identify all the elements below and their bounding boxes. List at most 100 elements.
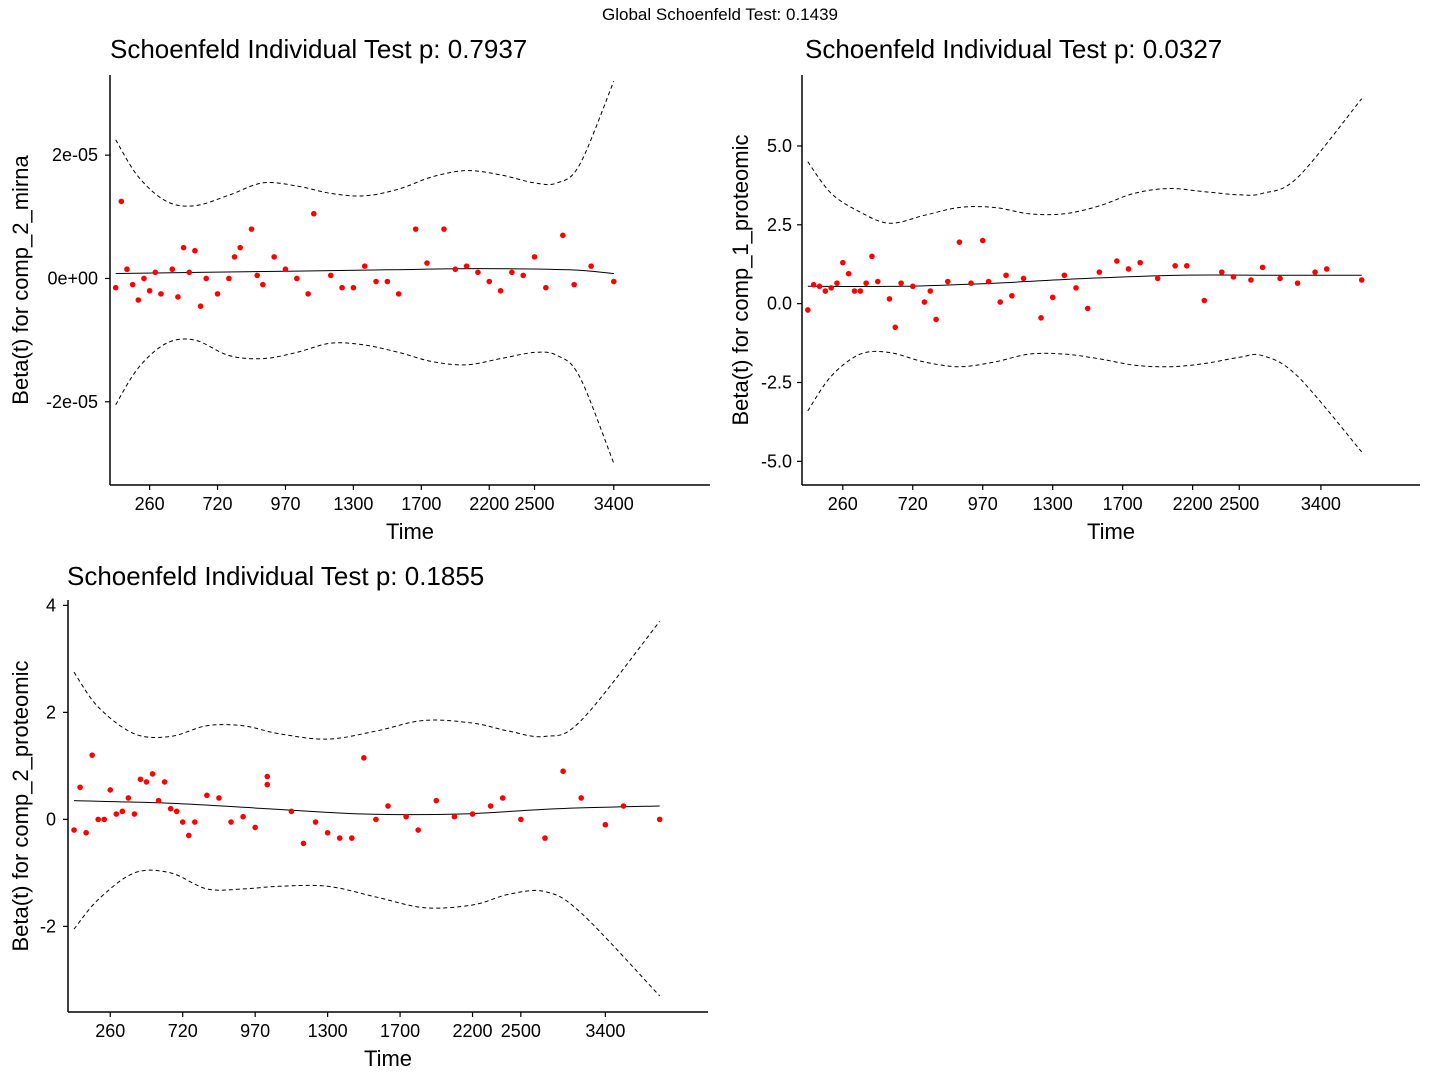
residual-point — [898, 280, 904, 286]
residual-point — [857, 288, 864, 294]
residual-point — [83, 829, 89, 836]
x-tick-label: 720 — [203, 494, 233, 514]
residual-point — [175, 294, 181, 300]
residual-point — [89, 752, 95, 758]
residual-point — [137, 776, 144, 783]
x-axis-label: Time — [386, 519, 434, 544]
residual-point — [1277, 275, 1283, 282]
residual-point — [312, 819, 319, 825]
upper-confidence-band — [115, 81, 615, 207]
residual-point — [542, 835, 548, 841]
y-tick-label: 5.0 — [767, 136, 792, 156]
residual-point — [1073, 285, 1079, 291]
y-tick-label: -2e-05 — [46, 392, 98, 412]
residual-point — [191, 819, 198, 825]
residual-point — [985, 278, 992, 285]
residual-point — [271, 254, 277, 260]
residual-point — [588, 263, 594, 269]
x-tick-label: 260 — [135, 494, 165, 514]
residual-point — [968, 280, 974, 286]
residual-point — [927, 288, 934, 294]
y-tick-label: 4 — [46, 595, 56, 615]
residual-point — [248, 226, 255, 232]
residual-point — [909, 283, 916, 290]
x-tick-label: 720 — [168, 1021, 198, 1041]
residual-point — [112, 284, 119, 291]
chart-panel-2: Schoenfeld Individual Test p: 0.0327 -5.0… — [728, 34, 1420, 544]
upper-confidence-band — [73, 621, 661, 740]
lower-confidence-band — [807, 350, 1363, 453]
x-tick-label: 2200 — [1173, 494, 1213, 514]
residual-point — [179, 819, 186, 825]
residual-point — [361, 263, 368, 269]
x-tick-label: 970 — [240, 1021, 270, 1041]
residual-point — [101, 816, 108, 823]
residual-point — [1259, 264, 1266, 271]
residual-point — [146, 287, 153, 294]
residual-point — [497, 287, 504, 294]
residual-point — [95, 816, 101, 823]
residual-point — [373, 816, 379, 823]
residual-point — [816, 283, 823, 290]
residual-point — [1137, 259, 1143, 266]
residual-point — [1312, 269, 1318, 275]
residual-point — [487, 803, 494, 809]
residual-point — [1294, 280, 1301, 286]
residual-point — [107, 787, 114, 793]
y-tick-label: -2 — [40, 916, 56, 936]
x-tick-label: 1700 — [380, 1021, 420, 1041]
residual-point — [469, 811, 476, 817]
y-tick-label: 0e+00 — [47, 268, 98, 288]
residual-point — [173, 808, 180, 815]
residual-point — [578, 795, 585, 801]
residual-point — [840, 259, 846, 266]
residual-point — [113, 811, 120, 817]
y-tick-label: 2 — [46, 702, 56, 722]
smooth-fit-line — [73, 800, 660, 816]
residual-point — [979, 237, 986, 244]
residual-point — [185, 832, 192, 839]
x-tick-label: 3400 — [594, 494, 634, 514]
residual-point — [1096, 269, 1103, 275]
residual-point — [997, 299, 1004, 305]
x-tick-label: 720 — [898, 494, 928, 514]
lower-confidence-band — [73, 869, 661, 997]
global-title: Global Schoenfeld Test: 0.1439 — [602, 5, 838, 24]
residual-point — [1218, 269, 1225, 275]
residual-point — [1201, 297, 1208, 304]
y-axis-label: Beta(t) for comp_1_proteomic — [728, 134, 753, 425]
residual-point — [892, 324, 899, 331]
residual-point — [264, 773, 271, 780]
residual-point — [77, 784, 83, 791]
residual-point — [373, 278, 379, 285]
x-tick-label: 2200 — [469, 494, 509, 514]
residual-point — [944, 278, 951, 285]
y-axis-label: Beta(t) for comp_2_proteomic — [8, 660, 33, 951]
residual-point — [149, 771, 156, 777]
residual-point — [656, 816, 663, 823]
residual-point — [282, 266, 289, 273]
residual-point — [135, 297, 142, 303]
residual-point — [350, 284, 357, 291]
residual-point — [180, 244, 187, 251]
residual-point — [499, 795, 506, 801]
residual-point — [869, 253, 875, 260]
residual-point — [385, 803, 391, 809]
residual-point — [518, 816, 524, 823]
residual-point — [424, 260, 430, 266]
residual-point — [203, 275, 210, 282]
residual-point — [1183, 263, 1190, 269]
residual-point — [1172, 263, 1178, 269]
y-tick-label: 2e-05 — [52, 145, 98, 165]
residual-point — [1358, 277, 1365, 283]
residual-point — [1230, 274, 1237, 280]
residual-point — [1154, 275, 1161, 282]
x-tick-label: 1300 — [333, 494, 373, 514]
residual-point — [327, 272, 334, 279]
y-axis-label: Beta(t) for comp_2_mirna — [8, 155, 33, 405]
residual-point — [1020, 275, 1027, 282]
residual-point — [886, 296, 893, 302]
residual-point — [863, 280, 869, 286]
residual-point — [300, 840, 307, 847]
residual-point — [264, 781, 271, 788]
